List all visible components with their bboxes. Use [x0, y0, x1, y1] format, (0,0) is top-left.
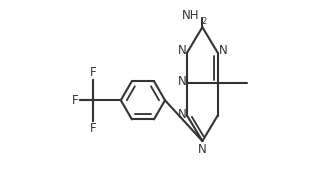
Text: N: N — [178, 75, 186, 88]
Text: N: N — [178, 45, 186, 57]
Text: 2: 2 — [202, 17, 207, 26]
Text: F: F — [89, 66, 96, 79]
Text: N: N — [198, 143, 207, 156]
Text: N: N — [178, 108, 186, 121]
Text: F: F — [72, 94, 78, 107]
Text: N: N — [218, 45, 227, 57]
Text: F: F — [89, 122, 96, 135]
Text: NH: NH — [182, 9, 199, 22]
